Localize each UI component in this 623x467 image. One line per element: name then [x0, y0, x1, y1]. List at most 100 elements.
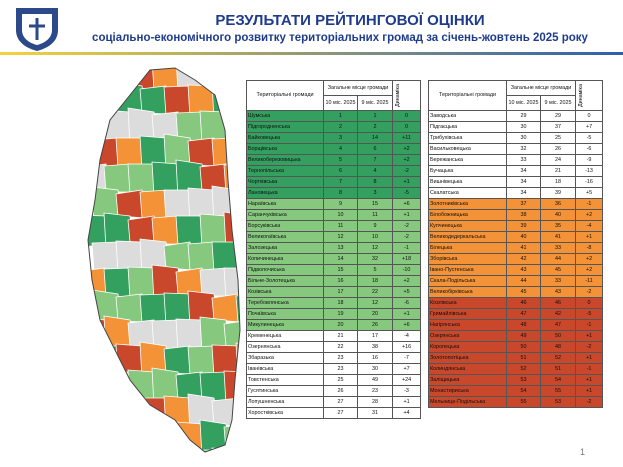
cell-value: 12	[323, 231, 358, 243]
cell-name: Золотниківська	[428, 198, 507, 210]
cell-name: Копичинецька	[246, 253, 324, 265]
cell-name: Вишнівецька	[428, 176, 507, 188]
table-row: Почаївська 19 20 +1	[246, 308, 422, 320]
cell-value: 40	[539, 209, 577, 221]
cell-name: Залозецька	[246, 242, 324, 254]
table-row: Гримайлівська 47 42 -5	[428, 308, 604, 320]
cell-value: 16	[323, 275, 358, 287]
cell-value: 55	[506, 396, 541, 408]
divider	[0, 52, 623, 55]
cell-value: -1	[392, 242, 422, 254]
column-header: Динаміка	[392, 80, 422, 111]
cell-name: Товстенська	[246, 374, 324, 386]
column-header: Динаміка	[575, 80, 604, 111]
map-region	[223, 319, 240, 349]
cell-value: 18	[356, 275, 394, 287]
cell-name: Зборівська	[428, 253, 507, 265]
table-row: Лановецька 8 3 -5	[246, 187, 422, 199]
cell-value: 10	[323, 209, 358, 221]
map-region	[151, 423, 183, 452]
cell-name: Нараївська	[246, 198, 324, 210]
cell-value: -2	[575, 396, 604, 408]
cell-value: 49	[356, 374, 394, 386]
table-row: Борщівська 4 6 +2	[246, 143, 422, 155]
cell-value: 13	[323, 242, 358, 254]
table-row: Золотниківська 37 36 -1	[428, 198, 604, 210]
table-row: Підгородненська 2 2 0	[246, 121, 422, 133]
map-region	[88, 420, 111, 452]
cell-value: +1	[392, 396, 422, 408]
cell-value: 33	[539, 275, 577, 287]
cell-name: Великодедеркальська	[428, 231, 507, 243]
cell-name: Збаразька	[246, 352, 324, 364]
cell-value: 46	[539, 297, 577, 309]
cell-value: 51	[506, 352, 541, 364]
cell-value: +5	[575, 187, 604, 199]
column-header: 10 міс. 2025	[506, 95, 541, 111]
cell-name: Мельнице-Подільська	[428, 396, 507, 408]
cell-value: 21	[323, 330, 358, 342]
table-row: Збаразька 23 16 -7	[246, 352, 422, 364]
table-row: Васильковецька 32 26 -6	[428, 143, 604, 155]
cell-name: Скала-Подільська	[428, 275, 507, 287]
cell-value: -3	[392, 385, 422, 397]
cell-value: 46	[506, 297, 541, 309]
cell-value: 31	[356, 407, 394, 419]
cell-name: Лопушненська	[246, 396, 324, 408]
cell-value: 55	[539, 385, 577, 397]
cell-name: Озерянська	[428, 330, 507, 342]
cell-name: Колиндянська	[428, 363, 507, 375]
table-row: Білобожницька 38 40 +2	[428, 209, 604, 221]
cell-value: 16	[356, 352, 394, 364]
table-row: Озерянська 49 50 +1	[428, 330, 604, 342]
table-row: Коропецька 50 48 -2	[428, 341, 604, 353]
table-row: Шумська 1 1 0	[246, 110, 422, 122]
table-row: Байковецька 3 14 +11	[246, 132, 422, 144]
cell-value: 41	[539, 231, 577, 243]
cell-value: 0	[575, 297, 604, 309]
cell-value: +1	[575, 374, 604, 386]
column-header: Загальне місце громади	[505, 80, 577, 96]
map-region	[115, 397, 147, 427]
map-region	[211, 397, 240, 427]
cell-value: +16	[392, 341, 422, 353]
cell-value: -6	[575, 143, 604, 155]
column-header: Територіальні громади	[246, 80, 324, 111]
cell-value: +5	[392, 286, 422, 298]
cell-value: 11	[356, 209, 394, 221]
cell-value: 39	[506, 220, 541, 232]
cell-name: Іванівська	[246, 363, 324, 375]
cell-value: -9	[575, 154, 604, 166]
cell-name: Борсуківська	[246, 220, 324, 232]
cell-value: 51	[539, 363, 577, 375]
table-row: Колиндянська 52 51 -1	[428, 363, 604, 375]
table-row: Великобірківська 45 43 -2	[428, 286, 604, 298]
map-region	[248, 424, 250, 453]
cell-value: 44	[506, 275, 541, 287]
table-row: Бучацька 34 21 -13	[428, 165, 604, 177]
cell-name: Почаївська	[246, 308, 324, 320]
table-row: Івано-Пустенська 43 45 +2	[428, 264, 604, 276]
cell-value: 30	[506, 121, 541, 133]
cell-value: 23	[356, 385, 394, 397]
cell-value: 22	[356, 286, 394, 298]
cell-value: 6	[323, 165, 358, 177]
cell-value: 29	[506, 110, 541, 122]
cell-value: 43	[539, 286, 577, 298]
table-row: Зборівська 42 44 +2	[428, 253, 604, 265]
cell-name: Микулинецька	[246, 319, 324, 331]
table-row: Козлівська 46 46 0	[428, 297, 604, 309]
cell-name: Байковецька	[246, 132, 324, 144]
cell-value: 50	[506, 341, 541, 353]
cell-value: 32	[506, 143, 541, 155]
cell-value: 0	[392, 121, 422, 133]
cell-value: 14	[356, 132, 394, 144]
cell-name: Підгородненська	[246, 121, 324, 133]
map-region	[211, 447, 240, 452]
cell-value: 3	[323, 132, 358, 144]
cell-value: 6	[356, 143, 394, 155]
map-region	[163, 449, 195, 452]
cell-name: Гусятинська	[246, 385, 324, 397]
map-region	[199, 68, 231, 89]
cell-name: Золотопотіцька	[428, 352, 507, 364]
